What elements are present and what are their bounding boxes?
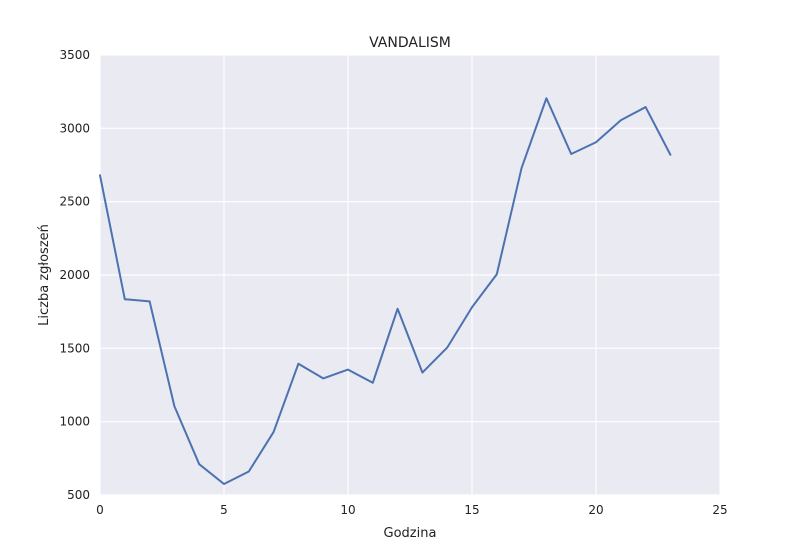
data-point [371,381,375,385]
tick-labels: 0 5 10 15 20 25 500 1000 1500 2000 2500 3000 3500 [59,48,727,517]
data-point [272,430,276,434]
y-tick-label: 3000 [59,121,90,135]
data-point [148,299,152,303]
data-point [470,305,474,309]
data-point [594,140,598,144]
y-tick-label: 2000 [59,268,90,282]
y-tick-label: 1000 [59,415,90,429]
y-tick-label: 500 [67,488,90,502]
data-point [619,118,623,122]
data-point [644,105,648,109]
y-tick-label: 3500 [59,48,90,62]
chart-title: VANDALISM [369,35,451,51]
data-point [420,371,424,375]
x-axis-label: Godzina [384,526,437,541]
data-point [222,482,226,486]
data-point [495,272,499,276]
x-tick-label: 15 [464,503,479,517]
y-tick-label: 2500 [59,195,90,209]
x-tick-label: 25 [712,503,727,517]
data-point [520,166,524,170]
y-axis-label: Liczba zgłoszeń [37,224,52,326]
data-point [296,362,300,366]
data-point [569,152,573,156]
grid-lines [99,54,721,496]
data-point [445,346,449,350]
data-point [98,173,102,177]
data-point [346,368,350,372]
data-point [172,404,176,408]
data-point [668,153,672,157]
x-tick-label: 0 [96,503,104,517]
data-point [396,307,400,311]
x-tick-label: 20 [588,503,603,517]
data-point [197,462,201,466]
y-tick-label: 1500 [59,341,90,355]
x-tick-label: 10 [340,503,355,517]
x-tick-label: 5 [220,503,228,517]
data-point [123,297,127,301]
data-point [247,470,251,474]
data-point [321,376,325,380]
series-line [99,97,672,485]
data-point [544,96,548,100]
series-layer [98,96,672,486]
